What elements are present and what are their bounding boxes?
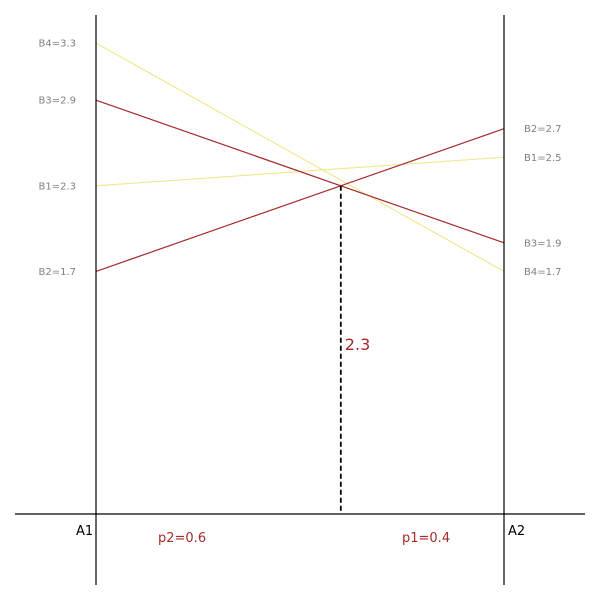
series-line-2 [95, 128, 505, 272]
right-tick-label-1: B1=2.5 [524, 153, 562, 164]
axis-name-left: A1 [76, 524, 93, 539]
left-tick-label-2: B2=1.7 [38, 267, 76, 278]
axis-name-right: A2 [508, 524, 525, 539]
left-tick-label-3: B3=2.9 [38, 96, 76, 107]
labels: B1=2.3 B1=2.5 B2=1.7 B2=2.7 B3=2.9 B3=1.9 B4=3… [38, 39, 561, 546]
series-line-4 [95, 42, 505, 272]
left-tick-label-4: B4=3.3 [38, 39, 76, 50]
right-tick-label-4: B4=1.7 [524, 267, 562, 278]
strategy-lines [95, 42, 505, 272]
left-tick-label-1: B1=2.3 [38, 181, 76, 192]
right-tick-label-3: B3=1.9 [524, 238, 562, 249]
intersection-value-label: 2.3 [345, 335, 370, 354]
series-line-3 [95, 99, 505, 244]
probability-label-p1: p1=0.4 [402, 531, 450, 546]
axes [15, 15, 585, 585]
probability-label-p2: p2=0.6 [158, 531, 206, 546]
right-tick-label-2: B2=2.7 [524, 124, 562, 135]
